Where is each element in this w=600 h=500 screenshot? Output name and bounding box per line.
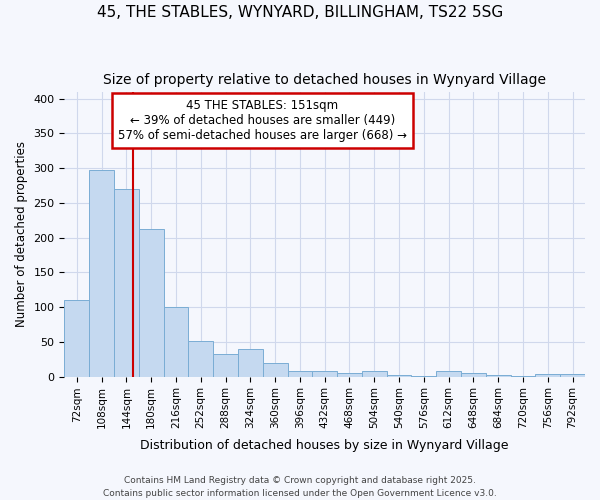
Y-axis label: Number of detached properties: Number of detached properties — [15, 141, 28, 327]
Bar — [139, 230, 164, 376]
Bar — [461, 373, 486, 376]
Title: Size of property relative to detached houses in Wynyard Village: Size of property relative to detached ho… — [103, 72, 546, 86]
Text: 45 THE STABLES: 151sqm
← 39% of detached houses are smaller (449)
57% of semi-de: 45 THE STABLES: 151sqm ← 39% of detached… — [118, 99, 407, 142]
Bar — [337, 373, 362, 376]
Bar — [535, 374, 560, 376]
Text: Contains HM Land Registry data © Crown copyright and database right 2025.
Contai: Contains HM Land Registry data © Crown c… — [103, 476, 497, 498]
Bar — [386, 375, 412, 376]
Bar — [560, 374, 585, 376]
Bar — [89, 170, 114, 376]
Bar — [114, 189, 139, 376]
Bar — [313, 371, 337, 376]
Bar — [287, 371, 313, 376]
Bar — [436, 371, 461, 376]
Bar — [213, 354, 238, 376]
Bar — [238, 349, 263, 376]
Bar — [486, 375, 511, 376]
Bar — [362, 371, 386, 376]
X-axis label: Distribution of detached houses by size in Wynyard Village: Distribution of detached houses by size … — [140, 440, 509, 452]
Bar — [64, 300, 89, 376]
Bar — [164, 307, 188, 376]
Bar — [263, 364, 287, 376]
Bar — [188, 341, 213, 376]
Text: 45, THE STABLES, WYNYARD, BILLINGHAM, TS22 5SG: 45, THE STABLES, WYNYARD, BILLINGHAM, TS… — [97, 5, 503, 20]
